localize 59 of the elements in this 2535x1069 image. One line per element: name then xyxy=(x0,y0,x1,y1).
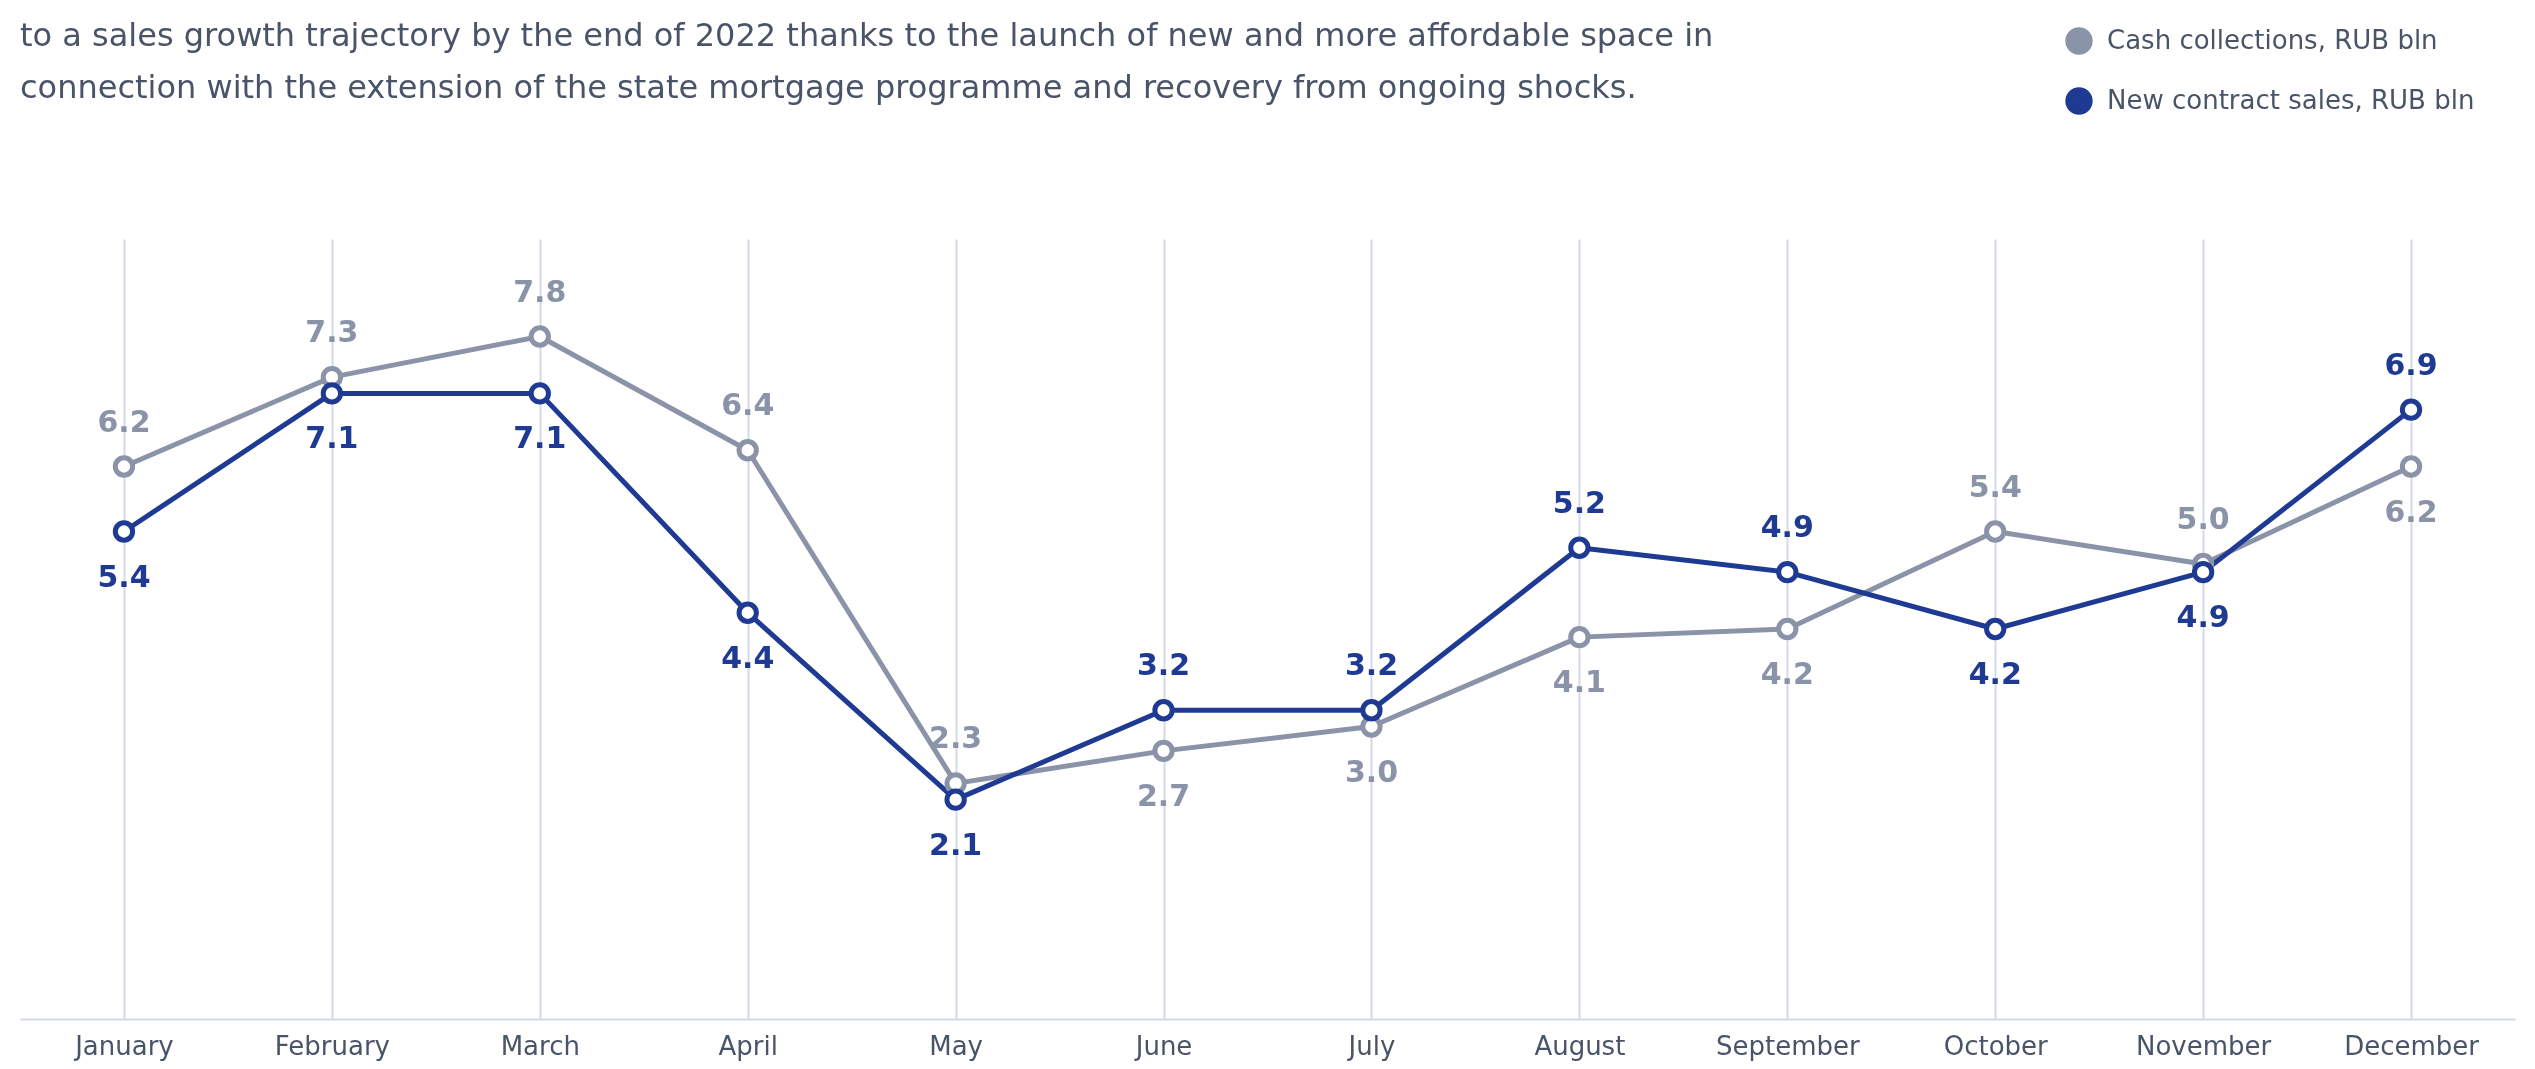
data-label: 7.1 xyxy=(513,420,567,456)
x-tick-label: April xyxy=(718,1030,778,1061)
x-tick-label: February xyxy=(274,1030,390,1061)
legend-label: New contract sales, RUB bln xyxy=(2107,85,2475,115)
point xyxy=(1568,625,1591,649)
data-label: 2.3 xyxy=(929,720,983,756)
x-tick-label: July xyxy=(1346,1030,1396,1061)
x-tick-label: August xyxy=(1534,1030,1626,1061)
x-tick-label: June xyxy=(1133,1030,1193,1061)
x-tick-label: November xyxy=(2135,1030,2272,1061)
point xyxy=(1152,699,1175,722)
point xyxy=(2399,455,2423,478)
point xyxy=(2191,560,2215,584)
point xyxy=(944,788,967,811)
x-tick-label: May xyxy=(929,1030,984,1061)
point xyxy=(1360,699,1383,722)
point xyxy=(1776,560,1799,584)
chart-subtitle: to a sales growth trajectory by the end of 2022 thanks to the launch of new and more affordable space in connection with the extension of the state mortgage programme and recovery from ongoing shocks. xyxy=(20,16,1714,106)
data-label: 6.2 xyxy=(2384,493,2438,529)
point xyxy=(112,520,136,543)
point xyxy=(528,325,551,348)
data-label: 5.0 xyxy=(2176,501,2230,536)
x-tick-label: January xyxy=(73,1030,174,1061)
data-label: 2.1 xyxy=(929,826,983,862)
point xyxy=(736,439,759,462)
point xyxy=(736,601,759,624)
legend-label: Cash collections, RUB bln xyxy=(2107,25,2438,55)
data-label: 4.2 xyxy=(1760,656,1814,691)
point xyxy=(320,382,344,405)
data-label: 5.4 xyxy=(97,558,151,594)
point xyxy=(1984,617,2007,641)
data-label: 7.3 xyxy=(305,314,359,350)
data-label: 4.9 xyxy=(1760,509,1814,545)
data-label: 6.4 xyxy=(721,387,775,423)
x-tick-label: December xyxy=(2344,1030,2480,1061)
data-label: 4.9 xyxy=(2176,599,2230,635)
data-label: 5.4 xyxy=(1968,468,2022,504)
point xyxy=(1568,536,1591,559)
data-label: 6.9 xyxy=(2384,346,2438,382)
data-label: 2.7 xyxy=(1136,777,1191,813)
point xyxy=(112,455,136,478)
point xyxy=(1152,739,1175,763)
data-label: 3.2 xyxy=(1344,647,1399,683)
data-label: 4.2 xyxy=(1968,656,2022,691)
x-tick-label: March xyxy=(500,1030,580,1061)
data-label: 7.8 xyxy=(513,273,567,309)
data-label: 7.1 xyxy=(305,420,359,456)
x-tick-label: September xyxy=(1715,1030,1860,1061)
point xyxy=(1984,520,2007,543)
point xyxy=(2399,398,2423,421)
point xyxy=(1776,617,1799,641)
data-label: 3.0 xyxy=(1344,753,1399,789)
data-label: 6.2 xyxy=(97,403,151,439)
point xyxy=(528,382,551,405)
data-label: 3.2 xyxy=(1136,647,1191,683)
data-label: 5.2 xyxy=(1552,484,1606,520)
x-tick-label: October xyxy=(1943,1030,2049,1061)
data-label: 4.4 xyxy=(721,639,775,675)
data-label: 4.1 xyxy=(1552,664,1606,700)
